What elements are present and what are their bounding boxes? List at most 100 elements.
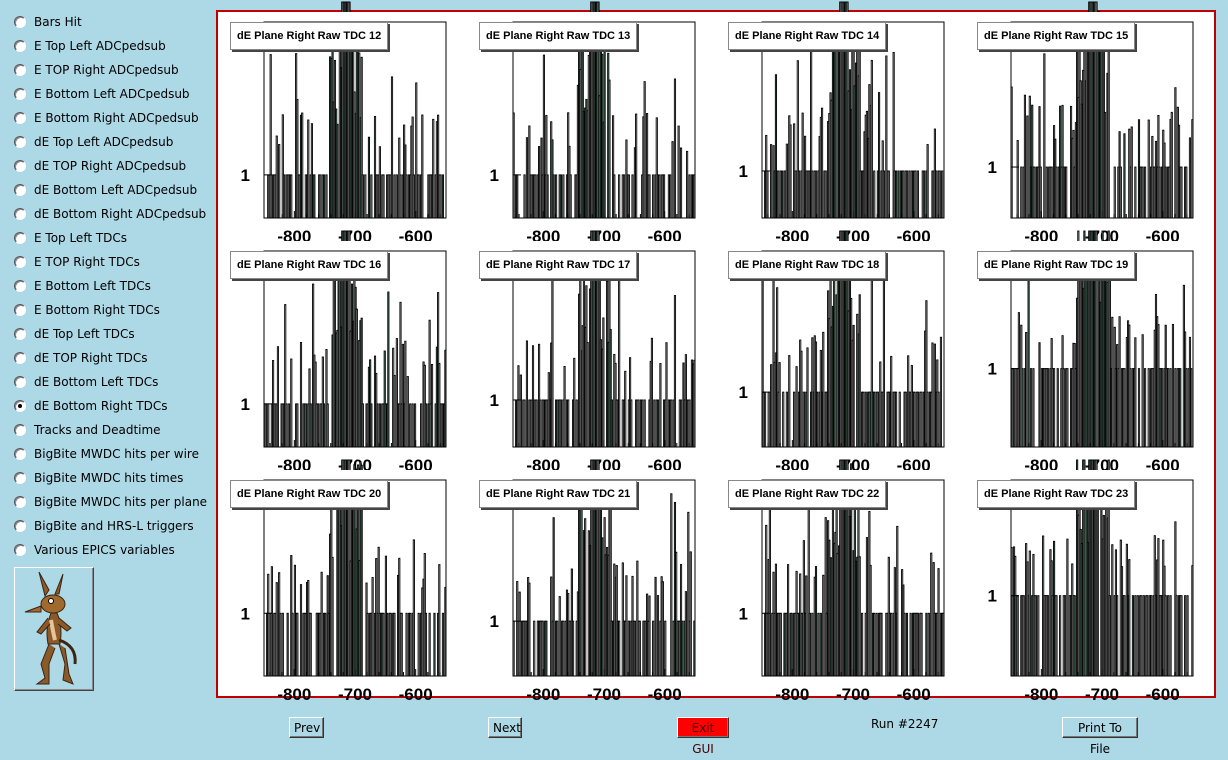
radio-button[interactable] <box>14 160 26 172</box>
histogram-bar <box>534 174 537 219</box>
histogram-bar <box>322 403 326 448</box>
histogram-bar <box>862 391 865 448</box>
histogram-bar <box>541 620 544 677</box>
radio-option[interactable]: BigBite MWDC hits per plane <box>14 491 207 513</box>
radio-button[interactable] <box>14 232 26 244</box>
histogram-bar <box>336 123 339 219</box>
radio-option[interactable]: BigBite MWDC hits times <box>14 467 183 489</box>
radio-button[interactable] <box>14 208 26 220</box>
radio-button[interactable] <box>14 496 26 508</box>
histogram-bar <box>908 170 911 219</box>
radio-option[interactable]: E Bottom Right TDCs <box>14 299 160 321</box>
radio-button[interactable] <box>14 64 26 76</box>
radio-option[interactable]: Tracks and Deadtime <box>14 419 161 441</box>
radio-option[interactable]: E TOP Right TDCs <box>14 251 140 273</box>
histogram-bar <box>417 612 420 677</box>
radio-button[interactable] <box>14 544 26 556</box>
radio-button[interactable] <box>14 520 26 532</box>
radio-button[interactable] <box>14 136 26 148</box>
histogram-bar <box>1141 166 1144 219</box>
print-to-file-button[interactable]: Print To File <box>1062 717 1138 756</box>
histogram-pad[interactable]: dE Plane Right Raw TDC 18 -800 -700 -600 1 <box>716 230 962 475</box>
radio-option[interactable]: Bars Hit <box>14 11 82 33</box>
radio-button[interactable] <box>14 112 26 124</box>
radio-option[interactable]: dE TOP Right ADCpedsub <box>14 155 186 177</box>
radio-option[interactable]: dE Bottom Right ADCpedsub <box>14 203 206 225</box>
radio-option[interactable]: dE Top Left TDCs <box>14 323 135 345</box>
radio-option[interactable]: dE Bottom Left ADCpedsub <box>14 179 197 201</box>
exit-gui-button[interactable]: Exit GUI <box>677 717 729 756</box>
histogram-bar <box>580 484 583 677</box>
histogram-bar <box>1062 368 1065 448</box>
histogram-bar <box>390 76 394 219</box>
histogram-title: dE Plane Right Raw TDC 19 <box>977 251 1136 279</box>
histogram-bar <box>1147 119 1150 219</box>
histogram-bar <box>926 391 929 448</box>
histogram-bar <box>684 591 687 677</box>
histogram-pad[interactable]: dE Plane Right Raw TDC 21 -800 -700 -600 1 <box>467 459 713 704</box>
radio-button[interactable] <box>14 472 26 484</box>
histogram-bar <box>1073 595 1076 677</box>
histogram-pad[interactable]: dE Plane Right Raw TDC 23 -800 -700 -600 1 <box>965 459 1211 704</box>
y-tick-label: 1 <box>490 391 499 410</box>
histogram-bar <box>406 376 409 448</box>
x-tick-label: -600 <box>648 685 682 704</box>
radio-option[interactable]: E Bottom Left ADCpedsub <box>14 83 190 105</box>
radio-label: E Top Left TDCs <box>34 231 128 245</box>
radio-option[interactable]: Various EPICS variables <box>14 539 175 561</box>
radio-button[interactable] <box>14 280 26 292</box>
radio-button[interactable] <box>14 376 26 388</box>
radio-option[interactable]: dE TOP Right TDCs <box>14 347 147 369</box>
radio-option[interactable]: BigBite MWDC hits per wire <box>14 443 199 465</box>
histogram-bar <box>800 350 803 448</box>
radio-option[interactable]: dE Bottom Right TDCs <box>14 395 167 417</box>
histogram-bar <box>1096 507 1099 677</box>
radio-button[interactable] <box>14 16 26 28</box>
radio-option[interactable]: E Top Left ADCpedsub <box>14 35 166 57</box>
histogram-bar <box>653 399 656 448</box>
prev-button[interactable]: Prev <box>289 717 324 738</box>
radio-button[interactable] <box>14 40 26 52</box>
radio-button[interactable] <box>14 400 26 412</box>
histogram-bar <box>895 391 898 448</box>
y-tick-label: 1 <box>988 360 997 379</box>
histogram-bar <box>938 170 941 219</box>
radio-option[interactable]: dE Bottom Left TDCs <box>14 371 158 393</box>
histogram-pad[interactable]: dE Plane Right Raw TDC 13 -800 -700 -600 1 <box>467 1 713 246</box>
radio-option[interactable]: dE Top Left ADCpedsub <box>14 131 173 153</box>
histogram-bar <box>689 551 692 677</box>
histogram-bar <box>887 170 890 219</box>
histogram-bar <box>1050 166 1053 219</box>
histogram-title: dE Plane Right Raw TDC 21 <box>479 480 638 508</box>
radio-option[interactable]: E Top Left TDCs <box>14 227 127 249</box>
radio-button[interactable] <box>14 184 26 196</box>
radio-option[interactable]: E Bottom Right ADCpedsub <box>14 107 199 129</box>
histogram-bar <box>382 612 385 677</box>
radio-button[interactable] <box>14 256 26 268</box>
next-button[interactable]: Next <box>488 717 522 738</box>
histogram-bar <box>658 174 661 219</box>
histogram-pad[interactable]: dE Plane Right Raw TDC 17 -800 -700 -600 1 <box>467 230 713 475</box>
histogram-pad[interactable]: dE Plane Right Raw TDC 12 -800 -700 -600 1 <box>218 1 464 246</box>
radio-option[interactable]: E TOP Right ADCpedsub <box>14 59 179 81</box>
histogram-bar <box>789 124 792 219</box>
histogram-bars <box>1010 459 1194 677</box>
radio-option[interactable]: BigBite and HRS-L triggers <box>14 515 194 537</box>
histogram-bar <box>421 114 424 219</box>
radio-button[interactable] <box>14 352 26 364</box>
radio-button[interactable] <box>14 424 26 436</box>
radio-option[interactable]: E Bottom Left TDCs <box>14 275 151 297</box>
radio-button[interactable] <box>14 448 26 460</box>
histogram-pad[interactable]: dE Plane Right Raw TDC 22 -800 -700 -600 1 <box>716 459 962 704</box>
radio-button[interactable] <box>14 328 26 340</box>
histogram-pad[interactable]: dE Plane Right Raw TDC 20 -800 -700 -600 1 <box>218 459 464 704</box>
histogram-pad[interactable]: dE Plane Right Raw TDC 14 -800 -700 -600 1 <box>716 1 962 246</box>
radio-button[interactable] <box>14 304 26 316</box>
histogram-bars <box>763 459 945 677</box>
radio-button[interactable] <box>14 88 26 100</box>
histogram-pad[interactable]: dE Plane Right Raw TDC 19 -800 -700 -600 1 <box>965 230 1211 475</box>
histogram-bar <box>650 337 653 448</box>
